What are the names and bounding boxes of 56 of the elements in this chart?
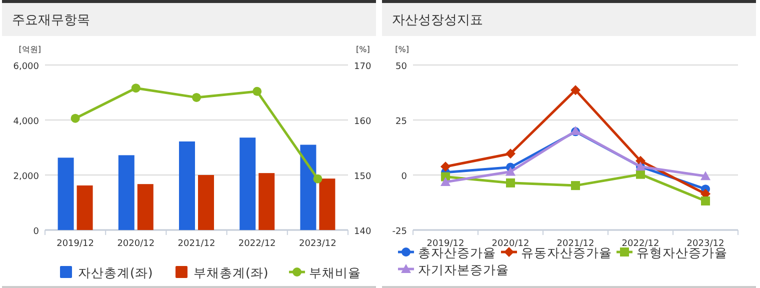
y-tick-label: 2,000 (13, 172, 40, 182)
bar (300, 144, 316, 230)
point (506, 166, 516, 176)
bar (58, 158, 74, 230)
x-tick-label: 2023/12 (299, 239, 336, 249)
point (192, 92, 201, 102)
y-tick-label: 0 (401, 172, 408, 182)
bar (179, 141, 195, 230)
point (440, 177, 450, 186)
x-tick-label: 2021/12 (178, 239, 216, 249)
y2-tick-label: 140 (354, 227, 372, 237)
point (571, 181, 580, 190)
y-tick-label: 25 (396, 117, 407, 127)
x-tick-label: 2023/12 (686, 239, 724, 249)
bar (137, 184, 154, 230)
bar (76, 185, 93, 230)
x-tick-label: 2021/12 (556, 239, 594, 249)
x-tick-label: 2022/12 (238, 239, 276, 249)
point (252, 86, 262, 96)
bar (198, 175, 214, 230)
legend-label: 부채비율 (309, 265, 361, 280)
x-tick-label: 2019/12 (56, 239, 94, 249)
point (570, 85, 580, 96)
point (313, 174, 322, 184)
x-tick-label: 2020/12 (492, 239, 530, 249)
x-tick-label: 2020/12 (117, 239, 155, 249)
y-tick-label: -25 (392, 227, 407, 237)
chart-title: 자산성장성지표 (392, 13, 483, 28)
y-axis-title: [%] (395, 45, 409, 54)
bar (240, 138, 256, 230)
point (70, 114, 80, 123)
point (701, 196, 710, 206)
y-tick-label: 4,000 (13, 117, 40, 127)
y2-tick-label: 150 (354, 172, 372, 182)
point (636, 170, 645, 179)
legend-label: 자산총계(좌) (78, 265, 153, 280)
y2-tick-label: 170 (354, 62, 372, 72)
y-axis-title: [억원] (18, 45, 41, 54)
y-tick-label: 6,000 (13, 62, 40, 72)
y2-tick-label: 160 (354, 117, 372, 127)
legend-label: 자기자본증가율 (418, 262, 509, 277)
bar (258, 173, 275, 230)
bar (118, 155, 134, 230)
chart-title: 주요재무항목 (12, 13, 90, 28)
x-tick-label: 2019/12 (426, 239, 464, 249)
point (700, 171, 710, 180)
point (131, 84, 140, 93)
y-tick-label: 0 (33, 227, 40, 237)
point (506, 178, 515, 188)
bar (319, 178, 336, 230)
point (440, 162, 450, 172)
point (506, 148, 516, 159)
y-tick-label: 50 (396, 62, 408, 72)
legend-label: 부채총계(좌) (194, 265, 268, 280)
y2-axis-title: [%] (356, 45, 370, 54)
x-tick-label: 2022/12 (622, 239, 660, 249)
